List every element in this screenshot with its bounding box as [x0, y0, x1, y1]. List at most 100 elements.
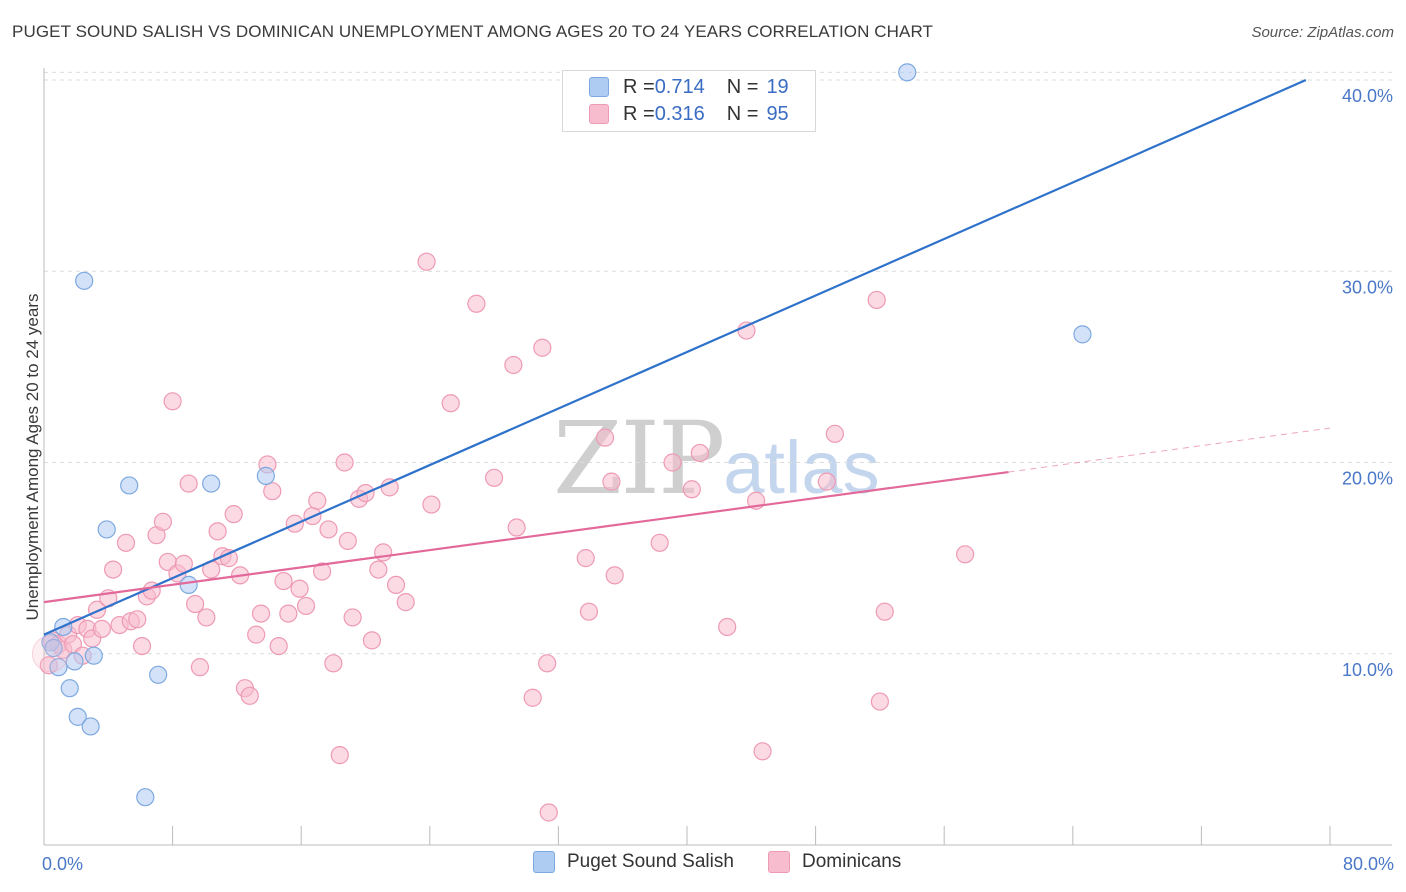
point-puget-sound-salish — [898, 63, 917, 82]
point-dominicans — [132, 636, 152, 656]
point-dominicans — [190, 658, 210, 677]
point-puget-sound-salish — [81, 717, 100, 736]
point-puget-sound-salish — [1073, 325, 1092, 344]
point-dominicans — [335, 453, 354, 472]
x-tick-label-min: 0.0% — [42, 854, 83, 874]
points-layer — [32, 63, 1092, 822]
point-dominicans — [319, 520, 338, 539]
point-dominicans — [817, 472, 836, 491]
point-dominicans — [538, 654, 557, 673]
legend-n-label: N = — [726, 102, 759, 125]
point-dominicans — [576, 549, 595, 568]
legend-swatch-pink — [589, 104, 609, 124]
point-dominicans — [296, 596, 316, 616]
legend-n-value: 19 — [766, 75, 789, 98]
point-dominicans-cluster — [32, 635, 69, 673]
legend-r-label: R = — [623, 75, 655, 98]
point-dominicans — [875, 602, 894, 621]
bottom-legend-label: Puget Sound Salish — [567, 851, 734, 872]
y-tick-label: 10.0% — [1342, 660, 1393, 680]
watermark: ZIPatlas — [553, 400, 880, 517]
point-dominicans — [825, 424, 844, 443]
point-dominicans — [324, 654, 343, 673]
trendline-puget-sound-salish — [43, 78, 1307, 636]
point-puget-sound-salish — [65, 652, 84, 671]
point-dominicans — [369, 560, 388, 579]
point-dominicans — [163, 392, 182, 411]
point-dominicans — [116, 533, 136, 552]
point-dominicans — [186, 594, 205, 614]
legend-n-value: 95 — [766, 102, 789, 125]
bottom-legend-puget-sound-salish: Puget Sound Salish — [533, 851, 734, 873]
point-dominicans — [290, 579, 309, 598]
point-dominicans — [374, 543, 393, 562]
legend-row-puget-sound-salish: R = 0.714 N = 19 — [589, 74, 789, 100]
point-dominicans — [650, 533, 669, 552]
point-dominicans — [312, 562, 332, 581]
y-tick-label: 20.0% — [1342, 469, 1393, 489]
point-dominicans — [507, 518, 526, 537]
point-puget-sound-salish — [179, 575, 198, 595]
point-dominicans — [417, 252, 436, 271]
grid-layer — [44, 71, 1392, 655]
point-dominicans — [579, 602, 599, 621]
chart-source: Source: ZipAtlas.com — [1251, 24, 1394, 41]
point-dominicans — [240, 686, 259, 705]
y-axis-label: Unemployment Among Ages 20 to 24 years — [23, 294, 42, 621]
bottom-legend-swatch-pink — [768, 851, 790, 873]
chart-title: PUGET SOUND SALISH VS DOMINICAN UNEMPLOY… — [12, 22, 934, 41]
point-dominicans — [269, 636, 288, 656]
labels-layer: Unemployment Among Ages 20 to 24 years 1… — [23, 86, 1394, 874]
point-dominicans — [504, 355, 523, 375]
point-dominicans — [208, 522, 227, 541]
point-dominicans — [955, 545, 975, 564]
point-puget-sound-salish — [68, 707, 87, 726]
point-dominicans — [539, 803, 558, 822]
point-dominicans — [92, 619, 111, 638]
point-dominicans — [422, 495, 441, 514]
bottom-legend-swatch-blue — [533, 851, 555, 873]
x-tick-label-max: 80.0% — [1343, 854, 1394, 874]
point-dominicans — [197, 608, 216, 627]
trendline-dominicans — [43, 470, 1009, 604]
point-dominicans — [690, 443, 709, 463]
point-dominicans — [343, 608, 362, 627]
point-dominicans — [533, 338, 552, 357]
point-dominicans — [179, 474, 198, 493]
point-puget-sound-salish — [60, 679, 79, 698]
correlation-legend: R = 0.714 N = 19 R = 0.316 N = 95 — [562, 70, 816, 132]
point-dominicans — [104, 560, 123, 579]
point-dominicans — [737, 321, 756, 340]
legend-row-dominicans: R = 0.316 N = 95 — [589, 101, 789, 127]
point-dominicans — [396, 593, 415, 612]
point-puget-sound-salish — [136, 788, 155, 807]
point-dominicans — [362, 631, 382, 650]
point-dominicans — [718, 617, 737, 637]
point-dominicans — [523, 688, 542, 707]
point-puget-sound-salish — [120, 476, 139, 495]
point-dominicans — [485, 468, 504, 487]
bottom-legend-label: Dominicans — [802, 851, 902, 872]
point-dominicans — [153, 512, 173, 531]
axes-layer — [43, 68, 1392, 846]
point-dominicans — [338, 531, 357, 551]
y-tick-label: 30.0% — [1342, 277, 1393, 297]
point-puget-sound-salish — [84, 646, 103, 665]
point-dominicans — [605, 566, 624, 585]
point-dominicans — [870, 692, 890, 711]
trend-layer — [43, 78, 1331, 636]
point-dominicans — [753, 742, 772, 761]
point-dominicans — [867, 290, 886, 310]
point-dominicans — [682, 480, 701, 499]
point-dominicans — [467, 294, 486, 313]
legend-r-label: R = — [623, 102, 655, 125]
point-dominicans — [663, 453, 682, 472]
point-puget-sound-salish — [75, 271, 94, 290]
y-tick-label: 40.0% — [1342, 86, 1393, 106]
legend-n-label: N = — [726, 75, 759, 98]
point-dominicans — [128, 610, 147, 629]
point-dominicans — [251, 604, 271, 623]
legend-swatch-blue — [589, 77, 609, 97]
bottom-legend-dominicans: Dominicans — [768, 851, 901, 873]
